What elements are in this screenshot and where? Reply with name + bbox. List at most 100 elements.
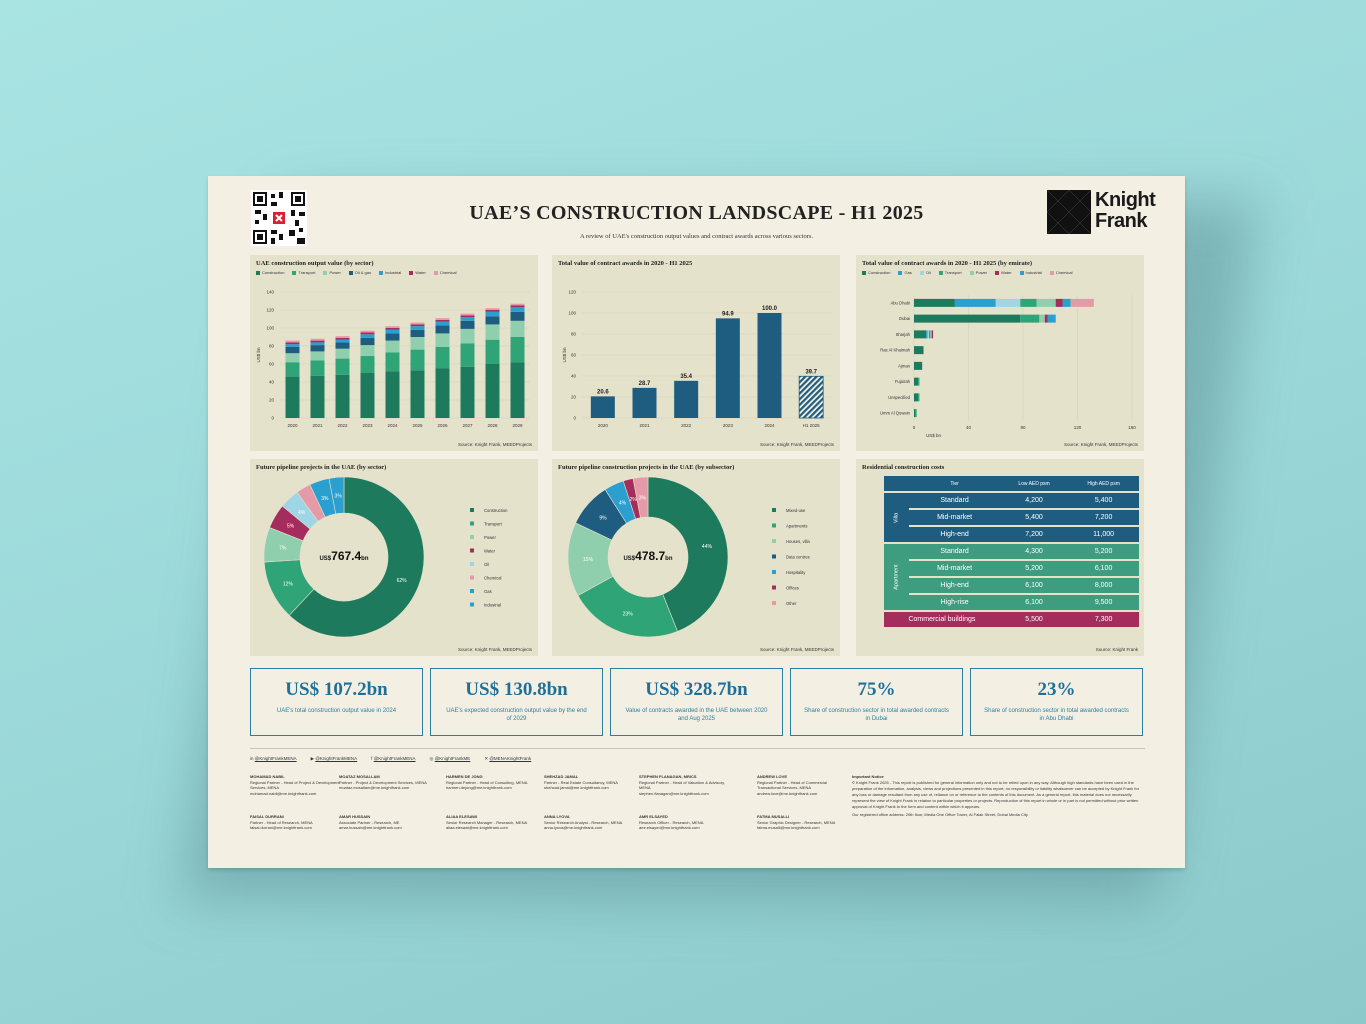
- costs-source: Source: Knight Frank: [1095, 647, 1138, 652]
- bar-segment: [310, 360, 325, 376]
- bar-segment: [926, 330, 928, 339]
- contact-email[interactable]: mohamad.nabil@me.knightfrank.com: [250, 790, 317, 796]
- legend-swatch: [772, 554, 776, 559]
- stat-value: US$ 107.2bn: [285, 679, 388, 700]
- contact-email[interactable]: anna.lyova@me.knightfrank.com: [544, 825, 603, 830]
- data-label: 39.7: [805, 369, 817, 375]
- output-chart-source: Source: Knight Frank, MEEDProjects: [457, 442, 532, 447]
- bar: [757, 313, 782, 418]
- legend-swatch: [470, 562, 474, 566]
- x-tick-label: 2028: [487, 423, 498, 428]
- bar-segment: [360, 332, 375, 335]
- costs-table: Tier Low AED psm High AED psm Villa Stan…: [884, 474, 1139, 629]
- contact-name: STEPHEN FLANAGAN, MRICS: [639, 774, 697, 779]
- legend-item: Power: [323, 270, 341, 275]
- important-notice: Important Notice © Knight Frank 2025 - T…: [852, 774, 1144, 818]
- bar-segment: [360, 355, 375, 373]
- bar-segment: [954, 298, 996, 307]
- output-chart: 0 20 40 60 80 100 120 140 US$ bn 2020 2021 2022 2023…: [256, 290, 530, 428]
- y-tick-label: Dubai: [899, 316, 910, 321]
- x-tick-label: 80: [1020, 425, 1026, 430]
- facebook-link[interactable]: f @KnightFrankMENA: [371, 756, 416, 761]
- slice-label: 7%: [279, 545, 287, 551]
- legend-item: Chemical: [1049, 270, 1072, 275]
- bar-segment: [510, 311, 525, 321]
- table-cell: 4,200: [999, 493, 1069, 508]
- contact-card: FATMA MUSALLI Senior Graphic Designer - R…: [757, 814, 849, 831]
- table-cell: 8,000: [1068, 578, 1139, 593]
- legend-label: Oil: [484, 562, 489, 567]
- notice-title: Important Notice: [852, 774, 884, 779]
- contact-email[interactable]: shehzad.jamal@me.knightfrank.com: [544, 785, 609, 790]
- bar-segment: [914, 409, 916, 418]
- bar-segment: [435, 368, 450, 418]
- data-label: 28.7: [639, 381, 651, 387]
- bar-segment: [460, 320, 475, 329]
- legend-swatch: [470, 521, 474, 526]
- bar-segment: [1020, 314, 1040, 323]
- logo-line-2: Frank: [1095, 210, 1147, 232]
- y-tick-label: Unspecified: [888, 395, 911, 400]
- bar-segment: [410, 370, 425, 418]
- contact-email[interactable]: andrew.love@me.knightfrank.com: [757, 790, 818, 796]
- x-link[interactable]: ✕ @MENAKnightFrank: [484, 756, 532, 761]
- legend-swatch: [772, 601, 776, 605]
- bar-segment: [310, 340, 325, 343]
- bar-segment: [460, 343, 475, 367]
- slice-label: 4%: [298, 510, 306, 516]
- bar-segment: [335, 342, 350, 349]
- contact-email[interactable]: amr.elsayed@me.knightfrank.com: [639, 825, 700, 830]
- bar-segment: [335, 374, 350, 418]
- x-tick-label: 2023: [723, 423, 734, 428]
- table-cell: 6,100: [1068, 561, 1139, 576]
- contact-email[interactable]: harmen.dejong@me.knightfrank.com: [446, 785, 512, 790]
- table-cell: 4,300: [999, 544, 1069, 559]
- table-cell: 11,000: [1068, 527, 1139, 542]
- contact-card: AMAR HUSSAIN Associate Partner - Research…: [339, 814, 431, 831]
- contact-email[interactable]: moataz.mosallam@me.knightfrank.com: [339, 785, 410, 790]
- contact-email[interactable]: faisal.durrani@me.knightfrank.com: [250, 825, 312, 830]
- youtube-link[interactable]: ▶ @KnightFrankMENA: [310, 756, 358, 761]
- bar-segment: [335, 337, 350, 340]
- pipeline-sector-source: Source: Knight Frank, MEEDProjects: [457, 647, 532, 652]
- bar-segment: [410, 326, 425, 330]
- contact-role: Regional Partner - Head of Commercial Tr…: [757, 779, 828, 791]
- contact-name: FATMA MUSALLI: [757, 814, 790, 819]
- bar-segment: [360, 373, 375, 418]
- stat-card: US$ 107.2bn UAE's total construction out…: [250, 668, 423, 736]
- instagram-link[interactable]: ◎ @KnightFrankME: [429, 756, 471, 761]
- contact-email[interactable]: amar.hussain@me.knightfrank.com: [339, 825, 402, 830]
- contact-email[interactable]: stephen.flanagan@me.knightfrank.com: [639, 790, 709, 796]
- bar-segment: [360, 330, 375, 333]
- bar-segment: [931, 330, 934, 339]
- bar-segment: [928, 330, 931, 339]
- data-label: 100.0: [762, 306, 778, 312]
- legend-item: Industrial: [1019, 270, 1042, 275]
- x-tick-label: 2026: [437, 423, 448, 428]
- bar-segment: [435, 333, 450, 347]
- bar-segment: [1020, 298, 1037, 307]
- x-tick-label: 2020: [598, 423, 609, 428]
- contact-email[interactable]: fatma.musalli@me.knightfrank.com: [757, 825, 820, 830]
- table-cell: 7,300: [1068, 612, 1139, 627]
- notice-body: © Knight Frank 2025 - This report is pub…: [852, 780, 1140, 809]
- table-cell: 5,200: [999, 561, 1069, 576]
- page-subtitle: A review of UAE's construction output va…: [579, 233, 814, 240]
- table-cell: Standard: [909, 493, 1000, 508]
- bar-segment: [1047, 314, 1056, 323]
- qr-code-icon: [251, 190, 307, 246]
- social-links: in @KnightFrankMENA ▶ @KnightFrankMENA f…: [250, 756, 531, 762]
- contact-email[interactable]: aliaa.elesawi@me.knightfrank.com: [446, 825, 508, 830]
- stat-card: US$ 328.7bn Value of contracts awarded i…: [610, 668, 783, 736]
- linkedin-link[interactable]: in @KnightFrankMENA: [250, 756, 297, 761]
- y-tick-label: 0: [271, 416, 274, 421]
- bar-segment: [310, 345, 325, 352]
- contact-role: Partner - Real Estate Consultancy, MENA: [544, 779, 618, 785]
- bar-segment: [460, 366, 475, 418]
- y-tick-label: 120: [568, 290, 576, 295]
- bar-segment: [360, 345, 375, 356]
- legend-item: Water: [409, 270, 426, 275]
- x-tick-label: 2024: [387, 423, 398, 428]
- slice-label: 3%: [321, 496, 329, 502]
- legend-label: Data centres: [786, 555, 810, 560]
